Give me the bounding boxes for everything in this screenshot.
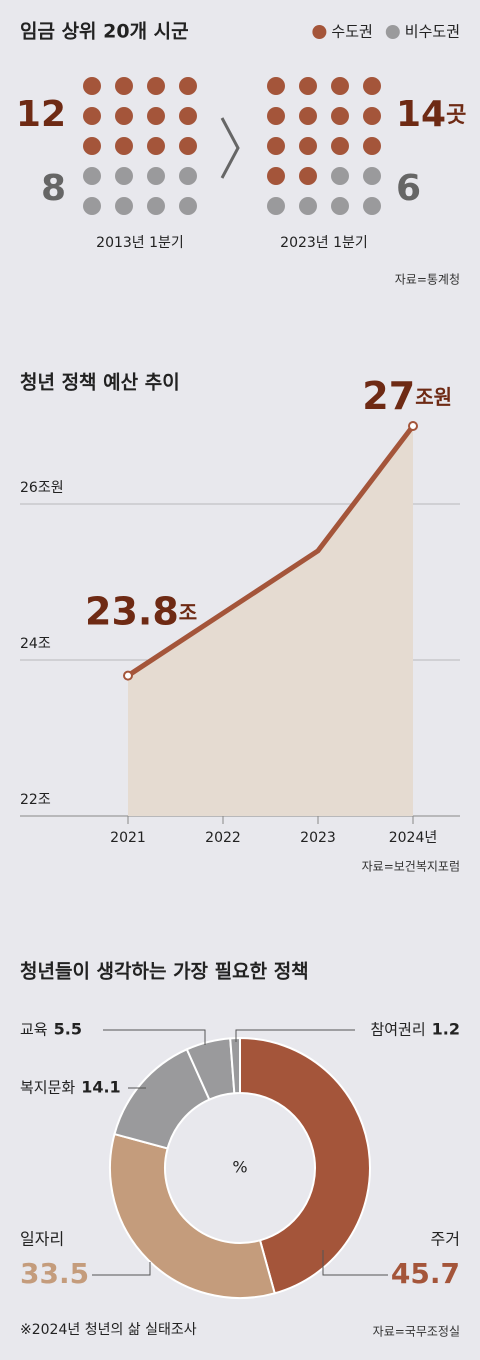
leader-line (322, 1250, 388, 1276)
donut-segment (109, 1132, 276, 1299)
dot (147, 167, 165, 185)
value-label: 14.1 (81, 1078, 120, 1097)
value-label: 12 (16, 94, 66, 135)
y-tick-label: 24조 (20, 636, 51, 652)
value-label: 1.2 (432, 1020, 460, 1039)
dot (299, 167, 317, 185)
chart-title: 청년 정책 예산 추이 (20, 372, 180, 394)
legend-swatch (312, 25, 327, 39)
chart-title: 청년들이 생각하는 가장 필요한 정책 (20, 961, 309, 983)
legend-swatch (385, 25, 400, 39)
dot (115, 107, 133, 125)
category-label: 일자리 (20, 1230, 64, 1249)
dot (363, 77, 381, 95)
dot (267, 107, 285, 125)
dot (331, 167, 349, 185)
dot (147, 197, 165, 215)
dot (147, 107, 165, 125)
source: 자료=통계청 (395, 273, 460, 287)
source: 자료=국무조정실 (373, 1325, 460, 1339)
value-label: 27조원 (362, 374, 452, 418)
x-tick-label: 2022 (205, 830, 241, 846)
dot (267, 137, 285, 155)
category-label: 주거 (431, 1230, 460, 1249)
dot (363, 137, 381, 155)
y-tick-label: 26조원 (20, 480, 64, 496)
dot (299, 137, 317, 155)
dot (267, 167, 285, 185)
dot (83, 77, 101, 95)
center-label: % (232, 1158, 247, 1177)
x-tick-label: 2024년 (389, 830, 438, 846)
point (408, 421, 418, 431)
category-label: 복지문화 (20, 1079, 75, 1097)
dot (331, 77, 349, 95)
dot (299, 107, 317, 125)
dot (299, 77, 317, 95)
dot (363, 197, 381, 215)
value-label: 8 (41, 168, 66, 209)
chart-title: 임금 상위 20개 시군 (20, 21, 189, 43)
dot (115, 167, 133, 185)
dot (115, 137, 133, 155)
dot (331, 107, 349, 125)
value-label: 45.7 (391, 1257, 460, 1290)
dot (147, 77, 165, 95)
category-label: 교육 (20, 1021, 48, 1039)
category-label: 2013년 1분기 (96, 235, 184, 251)
value-label: 6 (396, 168, 421, 209)
dot (267, 197, 285, 215)
source: 자료=보건복지포럼 (362, 860, 460, 874)
value-label: 5.5 (54, 1020, 82, 1039)
dot (83, 167, 101, 185)
dot (299, 197, 317, 215)
dot (363, 167, 381, 185)
value-label: 33.5 (20, 1257, 89, 1290)
chevron (220, 117, 240, 179)
leader-line (235, 1029, 355, 1042)
dot (179, 107, 197, 125)
dot (83, 197, 101, 215)
value-label: 23.8조 (85, 589, 197, 633)
dot (331, 197, 349, 215)
dot (179, 167, 197, 185)
note: ※2024년 청년의 삶 실태조사 (20, 1322, 197, 1338)
dot (115, 77, 133, 95)
category-label: 2023년 1분기 (280, 235, 368, 251)
donut-segment (229, 1036, 241, 1095)
dot (331, 137, 349, 155)
dot (115, 197, 133, 215)
donut-segment (239, 1036, 371, 1295)
dot (83, 137, 101, 155)
dot (267, 77, 285, 95)
dot (179, 77, 197, 95)
point (123, 670, 133, 681)
category-label: 참여권리 (370, 1021, 425, 1039)
y-tick-label: 22조 (20, 792, 51, 808)
leader-line (103, 1029, 206, 1045)
x-tick-label: 2023 (300, 830, 336, 846)
legend-label: 비수도권 (405, 23, 460, 41)
dot (147, 137, 165, 155)
legend-label: 수도권 (331, 23, 372, 41)
leader-line (92, 1262, 151, 1276)
dot (179, 197, 197, 215)
x-tick-label: 2021 (110, 830, 146, 846)
value-label: 14곳 (396, 94, 466, 135)
dot (179, 137, 197, 155)
line (126, 424, 415, 678)
dot (83, 107, 101, 125)
dot (363, 107, 381, 125)
